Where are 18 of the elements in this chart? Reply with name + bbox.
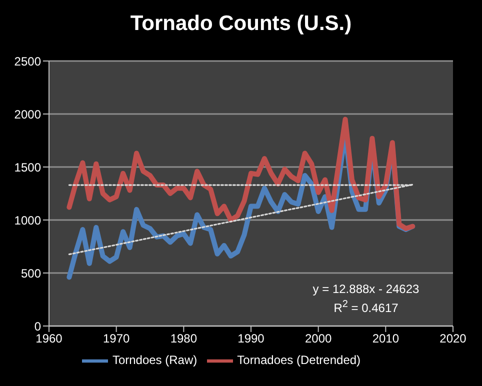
y-tick-label: 2000: [14, 107, 42, 122]
y-tick-label: 0: [34, 319, 42, 334]
chart-title: Tornado Counts (U.S.): [129, 12, 353, 36]
x-tick-label: 2010: [372, 332, 400, 346]
x-tick-label: 1970: [102, 332, 130, 346]
x-tick-label: 1960: [36, 332, 63, 346]
y-tick-label: 500: [20, 266, 42, 280]
x-tick-label: 1990: [238, 332, 265, 346]
y-tick-label: 1000: [14, 213, 42, 228]
y-tick-label: 2500: [14, 54, 42, 68]
legend-label: Tornadoes (Detrended): [237, 353, 361, 368]
annotation: y = 12.888x - 24623: [312, 282, 420, 296]
x-tick-label: 1980: [170, 332, 198, 346]
x-tick-label: 2000: [304, 332, 332, 346]
y-tick-label: 1500: [14, 160, 42, 174]
legend-label: Torndoes (Raw): [112, 353, 198, 368]
x-tick-label: 2020: [440, 332, 467, 346]
annotation: R$^{2}$ = 0.4617: [332, 299, 400, 315]
